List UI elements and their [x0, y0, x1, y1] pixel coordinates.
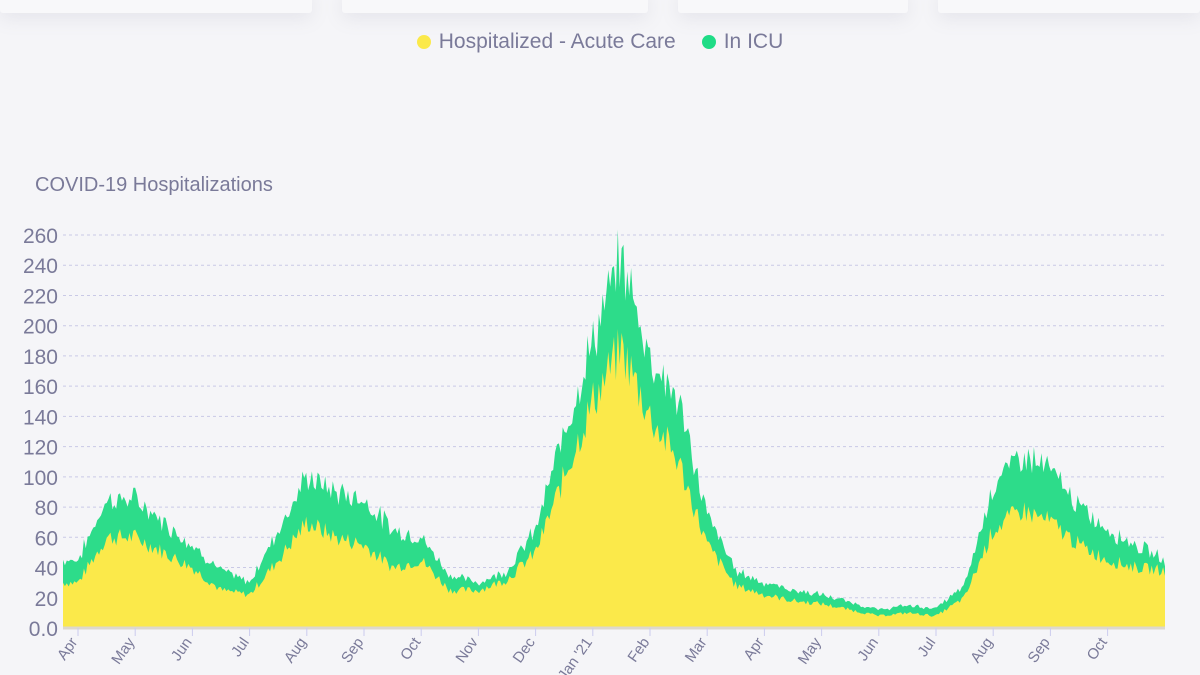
x-tick-label: Jun	[854, 635, 882, 665]
x-tick-label: Jun	[168, 635, 196, 665]
legend-label: Hospitalized - Acute Care	[438, 30, 676, 53]
legend-dot-icon	[416, 35, 431, 49]
x-tick-label: Oct	[397, 634, 425, 664]
summary-card-3	[678, 0, 908, 13]
x-tick-label: Sep	[1024, 635, 1053, 667]
y-tick-label: 0.0	[29, 618, 58, 641]
summary-card-1	[0, 0, 312, 13]
legend-dot-icon	[701, 35, 716, 49]
y-tick-label: 40	[35, 558, 58, 581]
series-area-acute-care	[63, 329, 1165, 628]
summary-card-2	[342, 0, 648, 13]
y-tick-label: 60	[35, 527, 58, 550]
y-tick-label: 260	[23, 225, 58, 248]
x-tick-label: Jul	[228, 635, 253, 660]
x-tick-label: Aug	[281, 635, 310, 667]
x-tick-label: Mar	[682, 635, 711, 666]
y-tick-label: 180	[23, 346, 58, 369]
legend-label: In ICU	[723, 30, 784, 53]
y-tick-label: 240	[23, 255, 58, 278]
summary-card-4	[938, 0, 1200, 13]
x-tick-label: Jan '21	[555, 635, 596, 675]
x-tick-label: Apr	[740, 635, 767, 664]
x-tick-label: Apr	[54, 635, 81, 664]
y-tick-label: 80	[35, 497, 58, 520]
x-tick-label: Sep	[338, 635, 367, 667]
y-tick-label: 220	[23, 285, 58, 308]
legend-item-acute-care[interactable]: Hospitalized - Acute Care	[416, 30, 676, 54]
x-tick-label: Aug	[967, 635, 996, 667]
x-tick-label: Nov	[452, 634, 482, 666]
chart-legend: Hospitalized - Acute Care In ICU	[0, 30, 1200, 54]
x-tick-label: Dec	[510, 634, 540, 666]
y-tick-label: 20	[35, 588, 58, 611]
chart-title: COVID-19 Hospitalizations	[35, 174, 273, 196]
x-tick-label: May	[795, 634, 825, 667]
x-tick-label: Feb	[625, 635, 654, 666]
y-tick-label: 120	[23, 437, 58, 460]
y-tick-label: 140	[23, 406, 58, 429]
y-tick-label: 100	[23, 467, 58, 490]
x-tick-label: May	[108, 634, 138, 667]
y-tick-label: 200	[23, 316, 58, 339]
x-tick-label: Oct	[1084, 634, 1112, 664]
y-tick-label: 160	[23, 376, 58, 399]
x-tick-label: Jul	[914, 635, 939, 660]
legend-item-icu[interactable]: In ICU	[701, 30, 784, 54]
